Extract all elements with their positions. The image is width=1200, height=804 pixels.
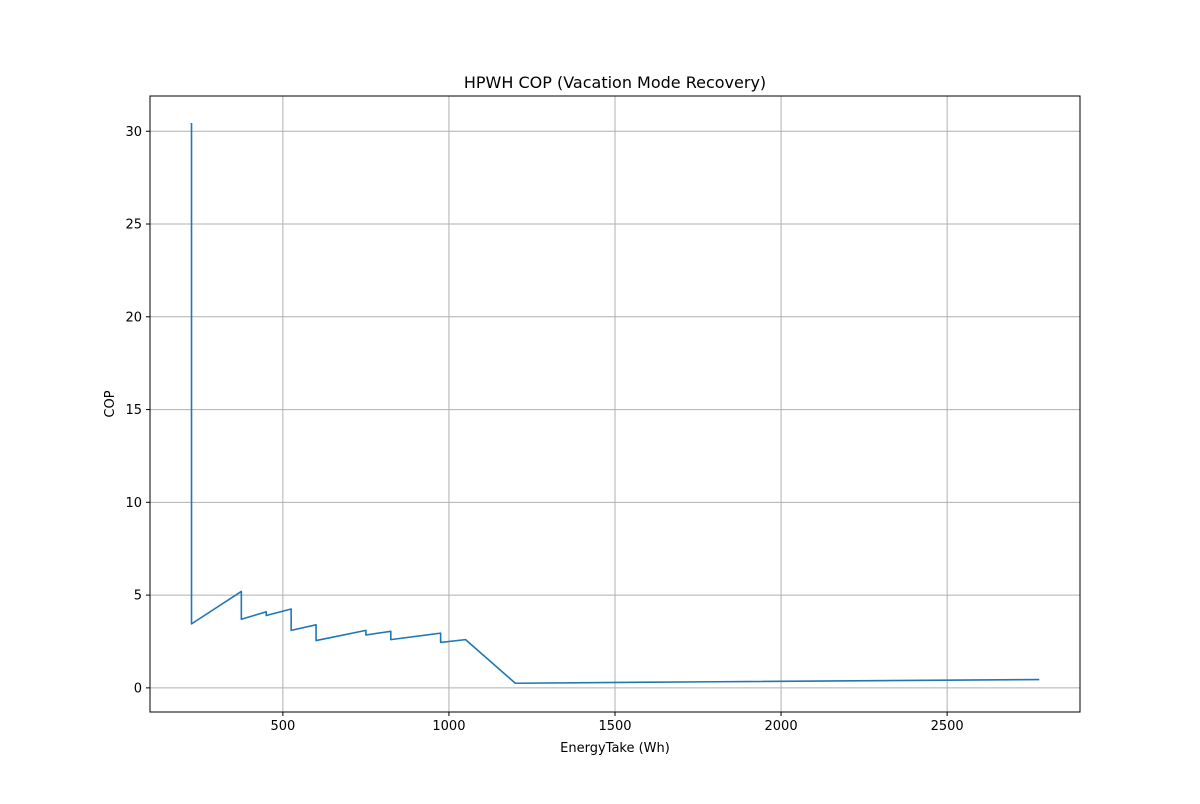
y-tick-label: 15	[125, 403, 142, 418]
y-tick-label: 5	[134, 589, 142, 604]
x-tick-label: 1500	[598, 719, 631, 734]
y-axis-title: COP	[103, 390, 118, 417]
x-tick-label: 2000	[765, 719, 798, 734]
x-tick-label: 2500	[931, 719, 964, 734]
y-tick-label: 20	[125, 310, 142, 325]
y-tick-label: 30	[125, 125, 142, 140]
x-axis-title: EnergyTake (Wh)	[560, 741, 670, 756]
y-tick-label: 0	[134, 681, 142, 696]
series-line-cop	[190, 123, 1040, 685]
ticks: 500 1000 1500 2000 2500 0 5 10 15 20 25 30	[125, 125, 963, 734]
series-layer	[190, 123, 1040, 685]
y-tick-label: 10	[125, 496, 142, 511]
x-tick-label: 1000	[432, 719, 465, 734]
y-tick-label: 25	[125, 218, 142, 233]
grid	[150, 96, 1080, 712]
x-tick-label: 500	[270, 719, 295, 734]
chart-title: HPWH COP (Vacation Mode Recovery)	[464, 73, 766, 92]
